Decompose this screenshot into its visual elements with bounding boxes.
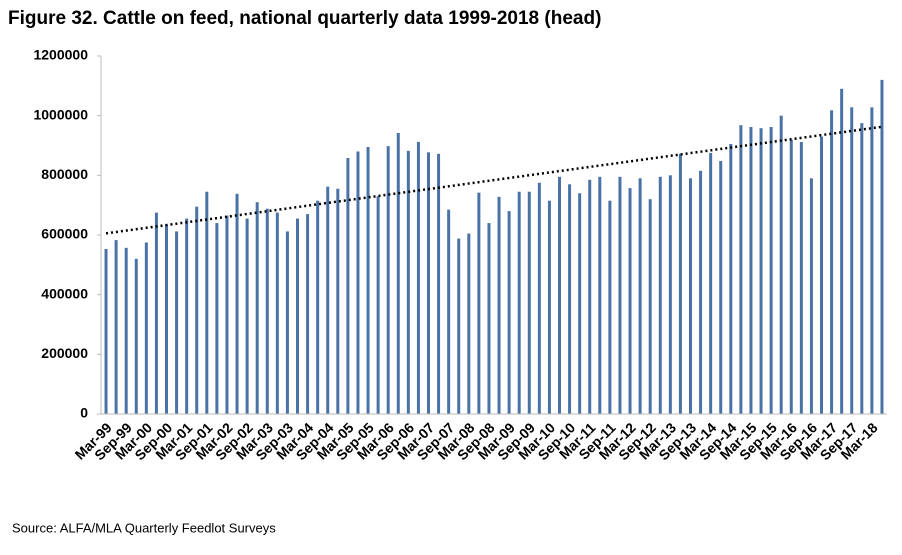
bar bbox=[507, 211, 511, 414]
bar bbox=[144, 242, 148, 414]
bar bbox=[265, 208, 269, 414]
bar bbox=[427, 152, 430, 414]
bar bbox=[678, 153, 682, 414]
bar bbox=[386, 146, 390, 414]
y-tick-label: 400000 bbox=[41, 285, 88, 301]
bar bbox=[840, 88, 844, 415]
bar bbox=[668, 175, 672, 414]
bar bbox=[527, 191, 531, 414]
bar bbox=[578, 193, 582, 414]
bar bbox=[809, 178, 813, 414]
bar bbox=[537, 182, 541, 414]
bar bbox=[719, 161, 723, 414]
bar bbox=[245, 218, 249, 414]
bar bbox=[699, 170, 703, 414]
bar bbox=[175, 231, 179, 414]
y-tick-label: 600000 bbox=[41, 226, 88, 242]
bar bbox=[396, 132, 400, 414]
bar bbox=[215, 223, 219, 414]
bar bbox=[689, 178, 692, 414]
bar bbox=[860, 123, 864, 414]
bar bbox=[638, 178, 642, 414]
bar bbox=[850, 107, 854, 415]
bar bbox=[628, 188, 632, 414]
bar bbox=[275, 212, 279, 414]
bar bbox=[558, 176, 561, 414]
bar bbox=[326, 186, 330, 414]
bar bbox=[306, 214, 310, 414]
bar bbox=[598, 176, 602, 414]
bar bbox=[880, 79, 884, 414]
source: Source: ALFA/MLA Quarterly Feedlot Surve… bbox=[12, 520, 276, 535]
bar bbox=[457, 238, 461, 414]
bar bbox=[477, 192, 481, 414]
bar bbox=[608, 200, 612, 414]
bar bbox=[568, 184, 572, 414]
bar bbox=[376, 196, 380, 414]
bar bbox=[124, 247, 128, 414]
bar bbox=[467, 233, 471, 414]
bar bbox=[235, 193, 239, 414]
bar bbox=[759, 128, 763, 415]
bar bbox=[165, 224, 168, 414]
bar bbox=[447, 209, 451, 414]
bar bbox=[658, 176, 662, 414]
bar bbox=[870, 107, 874, 415]
bar bbox=[830, 110, 834, 415]
bar bbox=[366, 146, 370, 414]
bar bbox=[497, 196, 501, 414]
bar bbox=[517, 191, 521, 414]
bar bbox=[799, 141, 803, 415]
bar bbox=[769, 127, 773, 415]
bar bbox=[406, 150, 410, 414]
bar bbox=[749, 127, 753, 415]
bar bbox=[729, 144, 733, 414]
bar bbox=[618, 176, 622, 414]
bar bbox=[296, 218, 299, 414]
bar bbox=[285, 231, 289, 414]
bar bbox=[336, 188, 340, 414]
y-tick-label: 800000 bbox=[41, 166, 88, 182]
bar bbox=[346, 158, 350, 414]
bar bbox=[255, 202, 259, 414]
bar bbox=[316, 200, 320, 414]
bar bbox=[648, 199, 652, 414]
y-tick-label: 1000000 bbox=[33, 106, 88, 122]
bar bbox=[416, 141, 420, 415]
bar bbox=[709, 152, 713, 415]
bar bbox=[205, 191, 209, 414]
bar bbox=[356, 151, 360, 414]
bar bbox=[195, 206, 199, 414]
bar bbox=[820, 136, 823, 415]
trendline bbox=[105, 125, 883, 235]
bar bbox=[154, 212, 158, 414]
bar bbox=[547, 200, 551, 414]
bar bbox=[789, 139, 793, 415]
y-tick-label: 200000 bbox=[41, 345, 88, 361]
y-tick-label: 0 bbox=[80, 405, 88, 421]
bar bbox=[104, 249, 108, 414]
bar bbox=[114, 240, 118, 414]
y-tick-label: 1200000 bbox=[33, 47, 88, 63]
bar bbox=[779, 115, 783, 415]
chart-title: Figure 32. Cattle on feed, national quar… bbox=[8, 8, 601, 29]
bar bbox=[487, 223, 491, 414]
bar bbox=[739, 125, 743, 415]
bar bbox=[437, 153, 441, 414]
bar bbox=[185, 218, 189, 414]
bar bbox=[225, 215, 229, 414]
bar bbox=[134, 258, 138, 414]
bar bbox=[588, 179, 592, 414]
